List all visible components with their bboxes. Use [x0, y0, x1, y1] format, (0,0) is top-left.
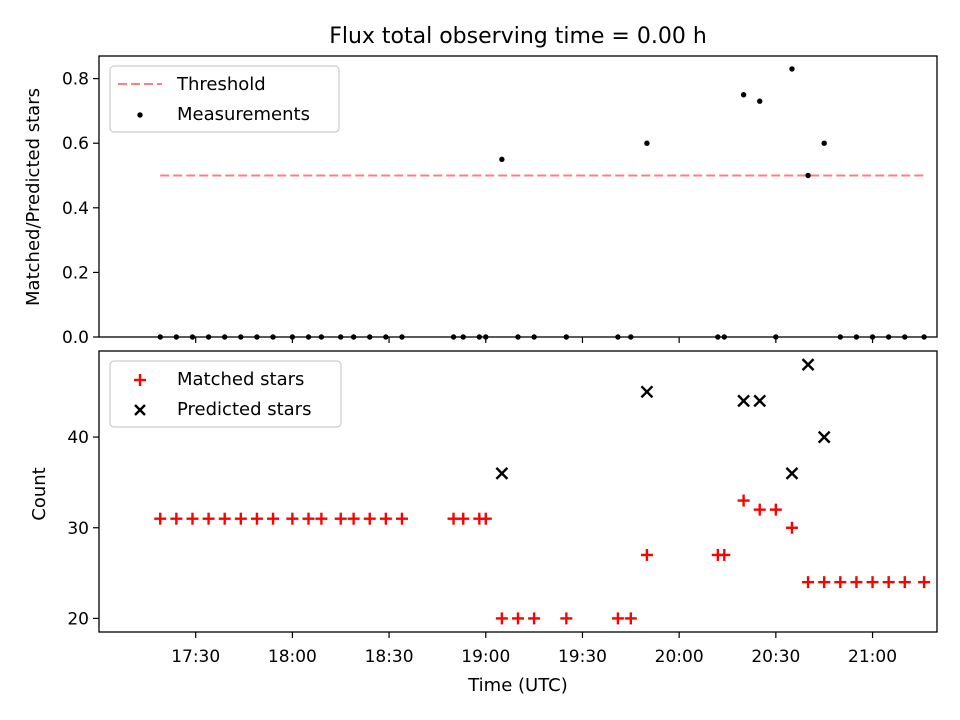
matched-star-point	[737, 494, 750, 507]
matched-star-point	[918, 576, 931, 589]
bottom-legend-box	[109, 360, 342, 428]
y-tick-label: 40	[67, 428, 89, 448]
matched-star-point	[560, 612, 573, 625]
matched-star-point	[334, 512, 347, 525]
measurement-point	[821, 140, 827, 146]
matched-stars-series	[154, 494, 931, 625]
matched-star-point	[286, 512, 299, 525]
predicted-star-point	[817, 430, 831, 444]
top-panel: 0.00.20.40.60.8 Matched/Predicted stars …	[23, 55, 938, 348]
x-tick-label: 19:30	[558, 647, 607, 667]
bottom-x-axis: 17:30 18:00 18:30 19:00 19:30 20:00 20:30 21:00	[171, 632, 897, 667]
legend-threshold-label: Threshold	[176, 74, 266, 95]
legend-predicted-label: Predicted stars	[177, 399, 311, 420]
matched-star-point	[218, 512, 231, 525]
matched-star-point	[528, 612, 541, 625]
measurement-point	[740, 92, 747, 98]
bottom-panel: 20 30 40 17:30 18:00 18:30 19:00 19:30 20:00 20:…	[29, 350, 938, 696]
x-tick-label: 18:00	[268, 647, 317, 667]
matched-star-point	[395, 512, 408, 525]
matched-star-point	[640, 548, 653, 561]
matched-star-point	[834, 576, 847, 589]
matched-star-point	[347, 512, 360, 525]
matched-star-point	[850, 576, 863, 589]
y-tick-label: 0.6	[62, 134, 89, 154]
matched-star-point	[250, 512, 263, 525]
matched-star-point	[302, 512, 315, 525]
x-tick-label: 17:30	[171, 647, 220, 667]
bottom-y-axis-label: Count	[29, 467, 50, 520]
matched-star-point	[898, 576, 911, 589]
measurement-point	[805, 172, 811, 179]
legend-matched-label: Matched stars	[177, 369, 304, 390]
matched-star-point	[818, 576, 831, 589]
y-tick-label: 0.8	[62, 70, 89, 90]
matched-star-point	[202, 512, 215, 525]
y-tick-label: 0.4	[62, 199, 89, 219]
matched-star-point	[479, 512, 492, 525]
x-tick-label: 20:00	[655, 647, 704, 667]
x-tick-label: 19:00	[461, 647, 510, 667]
matched-star-point	[882, 576, 895, 589]
matched-star-point	[802, 576, 815, 589]
top-y-axis-label: Matched/Predicted stars	[23, 88, 44, 306]
matched-star-point	[154, 512, 167, 525]
top-legend: Threshold Measurements	[109, 65, 340, 133]
matched-star-point	[769, 503, 782, 516]
y-tick-label: 0.2	[62, 263, 89, 283]
matched-star-point	[611, 612, 624, 625]
predicted-star-point	[640, 385, 654, 399]
matched-star-point	[379, 512, 392, 525]
bottom-plot-frame	[98, 350, 938, 633]
legend-matched-swatch	[134, 374, 146, 386]
measurement-point	[757, 98, 763, 104]
legend-measurements-swatch	[137, 112, 143, 118]
matched-star-point	[457, 512, 470, 525]
matched-star-point	[315, 512, 328, 525]
x-tick-label: 18:30	[365, 647, 414, 667]
measurement-point	[499, 156, 505, 163]
top-legend-box	[109, 65, 340, 133]
matched-star-point	[186, 512, 199, 525]
x-tick-label: 20:30	[751, 647, 800, 667]
legend-measurements-label: Measurements	[177, 104, 310, 125]
measurement-point	[789, 66, 795, 72]
top-y-axis: 0.0 0.2 0.4 0.6 0.8	[62, 70, 99, 348]
predicted-star-point	[801, 358, 815, 371]
bottom-legend: Matched stars Predicted stars	[109, 360, 342, 428]
matched-star-point	[866, 576, 879, 589]
predicted-star-point	[495, 467, 509, 480]
y-tick-label: 20	[67, 609, 89, 629]
x-tick-label: 21:00	[848, 647, 897, 667]
matched-star-point	[718, 548, 731, 561]
matched-star-point	[170, 512, 183, 525]
legend-predicted-swatch	[134, 404, 146, 416]
matched-star-point	[495, 612, 508, 625]
x-axis-label: Time (UTC)	[467, 675, 568, 696]
matched-star-point	[624, 612, 637, 625]
predicted-stars-series	[495, 358, 831, 480]
matched-star-point	[785, 521, 798, 534]
matched-star-point	[512, 612, 524, 625]
predicted-star-point	[753, 394, 767, 408]
bottom-y-axis: 20 30 40	[67, 428, 99, 629]
chart-title: Flux total observing time = 0.00 h	[329, 24, 707, 49]
measurement-point	[644, 140, 650, 146]
predicted-star-point	[785, 467, 799, 480]
top-plot-frame	[98, 55, 938, 338]
y-tick-label: 0.0	[62, 328, 89, 348]
matched-star-point	[363, 512, 376, 525]
matched-star-point	[267, 512, 280, 525]
matched-star-point	[753, 503, 766, 516]
y-tick-label: 30	[67, 519, 89, 539]
matched-star-point	[234, 512, 247, 525]
predicted-star-point	[737, 394, 750, 408]
